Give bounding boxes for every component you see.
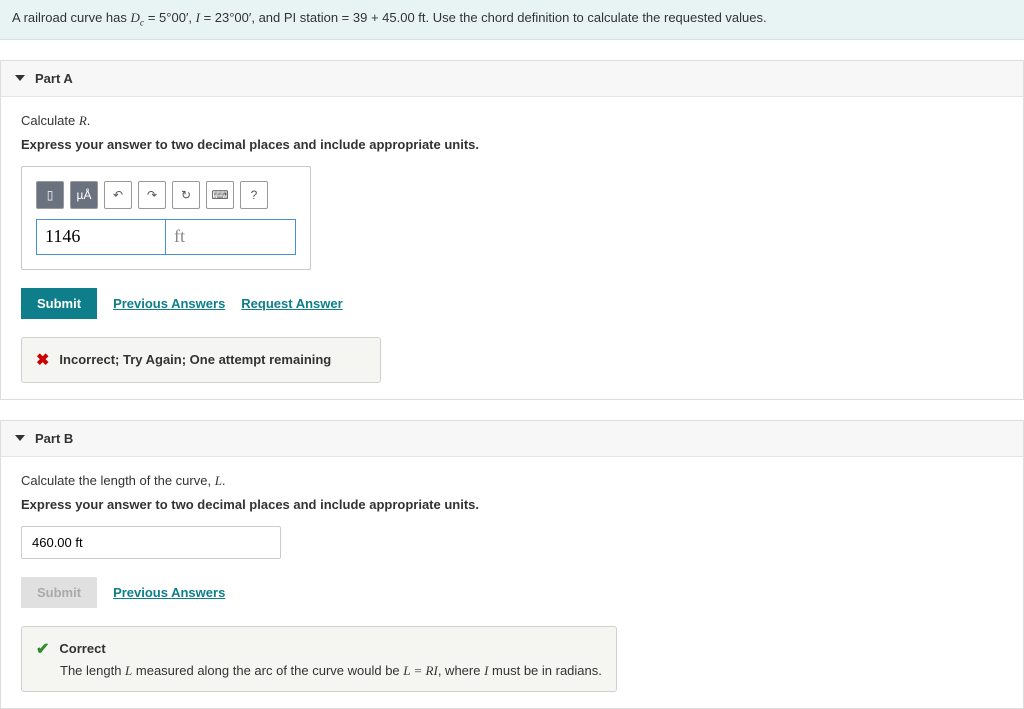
part-a-body: Calculate R. Express your answer to two …	[1, 96, 1023, 399]
caret-down-icon	[15, 75, 25, 81]
part-a-actions: Submit Previous Answers Request Answer	[21, 288, 1003, 319]
problem-suffix: Use the chord definition to calculate th…	[433, 10, 767, 25]
part-a-instruction: Calculate R.	[21, 113, 1003, 129]
incorrect-icon: ✖	[36, 350, 49, 370]
value-input[interactable]	[36, 219, 166, 255]
reset-button[interactable]: ↻	[172, 181, 200, 209]
caret-down-icon	[15, 435, 25, 441]
part-a-title: Part A	[35, 71, 73, 86]
units-button[interactable]: µÅ	[70, 181, 98, 209]
i-eq: = 23°00′,	[200, 10, 259, 25]
dc-eq: = 5°00′,	[144, 10, 195, 25]
submit-button-disabled: Submit	[21, 577, 97, 608]
previous-answers-link[interactable]: Previous Answers	[113, 585, 225, 600]
redo-button[interactable]: ↷	[138, 181, 166, 209]
part-b-feedback-text: The length L measured along the arc of t…	[60, 663, 602, 679]
dc-var: D	[131, 10, 140, 25]
part-b-instruction: Calculate the length of the curve, L.	[21, 473, 1003, 489]
part-a-bold-instruction: Express your answer to two decimal place…	[21, 137, 1003, 152]
pi-eq: = 39 + 45.00 ft.	[338, 10, 433, 25]
part-b-bold-instruction: Express your answer to two decimal place…	[21, 497, 1003, 512]
request-answer-link[interactable]: Request Answer	[241, 296, 342, 311]
part-a-container: Part A Calculate R. Express your answer …	[0, 60, 1024, 400]
template-button[interactable]: ▯	[36, 181, 64, 209]
part-a-header[interactable]: Part A	[1, 61, 1023, 96]
answer-input-box: ▯ µÅ ↶ ↷ ↻ ⌨ ?	[21, 166, 311, 270]
part-b-actions: Submit Previous Answers	[21, 577, 1003, 608]
part-a-feedback: ✖ Incorrect; Try Again; One attempt rema…	[21, 337, 381, 383]
pi-label: and PI station	[259, 10, 339, 25]
unit-input[interactable]	[166, 219, 296, 255]
equation-toolbar: ▯ µÅ ↶ ↷ ↻ ⌨ ?	[36, 181, 296, 209]
problem-text-prefix: A railroad curve has	[12, 10, 131, 25]
feedback-text: Incorrect; Try Again; One attempt remain…	[59, 352, 331, 367]
part-b-title: Part B	[35, 431, 73, 446]
part-b-container: Part B Calculate the length of the curve…	[0, 420, 1024, 709]
correct-icon: ✔	[36, 639, 49, 659]
part-b-answer-input[interactable]	[21, 526, 281, 559]
correct-label: Correct	[59, 641, 105, 656]
input-row	[36, 219, 296, 255]
part-b-body: Calculate the length of the curve, L. Ex…	[1, 456, 1023, 708]
previous-answers-link[interactable]: Previous Answers	[113, 296, 225, 311]
part-b-feedback: ✔ Correct The length L measured along th…	[21, 626, 617, 692]
help-button[interactable]: ?	[240, 181, 268, 209]
problem-statement: A railroad curve has Dc = 5°00′, I = 23°…	[0, 0, 1024, 40]
part-b-header[interactable]: Part B	[1, 421, 1023, 456]
undo-button[interactable]: ↶	[104, 181, 132, 209]
submit-button[interactable]: Submit	[21, 288, 97, 319]
keyboard-button[interactable]: ⌨	[206, 181, 234, 209]
